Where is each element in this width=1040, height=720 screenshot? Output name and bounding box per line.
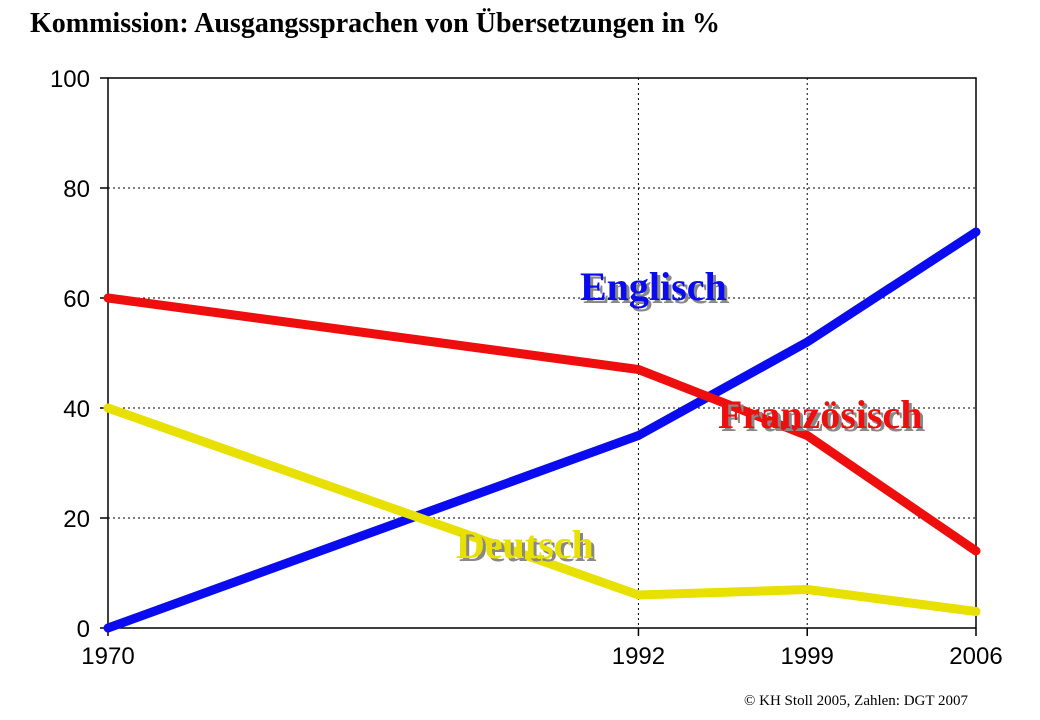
series-line-französisch xyxy=(103,293,981,556)
x-tick-label: 1999 xyxy=(781,643,834,670)
data-point-englisch xyxy=(803,338,812,346)
x-tick-labels: 1970 1992 1999 2006 xyxy=(81,643,1002,670)
data-point-deutsch xyxy=(972,607,980,616)
y-tick-label: 20 xyxy=(63,506,90,533)
y-tick-labels: 0 20 40 60 80 100 xyxy=(50,66,90,643)
series-label-deutsch: Deutsch xyxy=(456,522,594,567)
y-tick-label: 100 xyxy=(50,66,90,93)
source-credit: © KH Stoll 2005, Zahlen: DGT 2007 xyxy=(744,693,969,709)
axes xyxy=(100,77,977,636)
series-label-shadow: Deutsch xyxy=(459,525,597,570)
series-labels: EnglischEnglischFranzösischFranzösischDe… xyxy=(456,264,925,570)
series-label-englisch: Englisch xyxy=(580,264,727,309)
data-point-englisch xyxy=(104,624,112,632)
x-tick-label: 1992 xyxy=(612,643,665,670)
data-point-französisch xyxy=(972,547,980,555)
series-lines xyxy=(103,227,981,633)
y-tick-label: 80 xyxy=(63,176,90,203)
y-tick-label: 60 xyxy=(63,286,90,313)
data-point-deutsch xyxy=(634,591,643,599)
grid-lines xyxy=(108,78,976,628)
y-tick-label: 0 xyxy=(77,616,90,643)
series-label-shadow: Französisch xyxy=(721,395,925,440)
data-point-deutsch xyxy=(803,585,812,594)
series-line-deutsch xyxy=(103,403,981,616)
series-label-shadow: Englisch xyxy=(583,267,730,312)
data-point-englisch xyxy=(634,431,643,440)
series-line-englisch xyxy=(103,227,981,633)
series-label-französisch: Französisch xyxy=(718,392,922,437)
data-point-französisch xyxy=(634,365,643,374)
x-tick-label: 2006 xyxy=(949,643,1002,670)
chart-title: Kommission: Ausgangssprachen von Überset… xyxy=(30,8,720,39)
data-point-französisch xyxy=(803,431,812,440)
data-point-deutsch xyxy=(104,404,112,412)
data-point-englisch xyxy=(972,228,980,236)
plot-frame xyxy=(107,77,977,629)
y-tick-label: 40 xyxy=(63,396,90,423)
data-point-französisch xyxy=(104,294,112,302)
x-tick-label: 1970 xyxy=(81,643,134,670)
